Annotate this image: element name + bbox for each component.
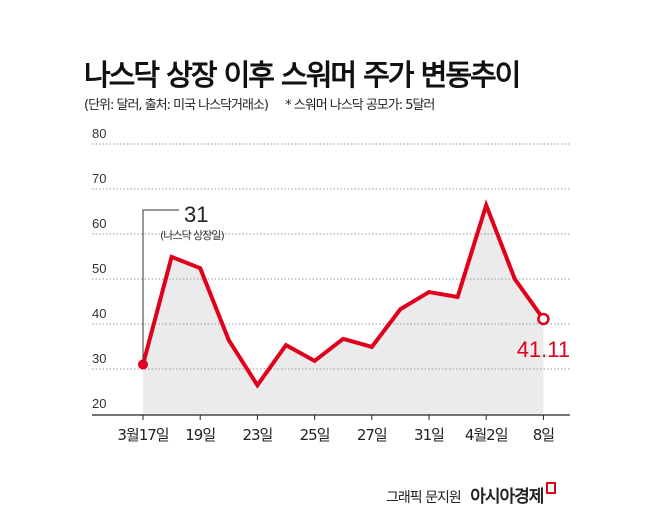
price-line [141,199,546,389]
latest-price-label: 41.11 [517,337,570,362]
y-tick-label: 60 [92,216,106,231]
x-tick-label: 23일 [242,426,272,444]
x-tick-label: 19일 [185,426,215,444]
x-tick-label: 3월17일 [117,426,168,444]
listing-price-label: 31 [184,202,208,227]
x-tick-label: 27일 [357,426,387,444]
ipo-price-note: * 스워머 나스닥 공모가: 5달러 [285,98,435,113]
y-tick-label: 70 [92,171,106,186]
graphic-credit: 그래픽 문지원 [386,490,462,506]
brand-logo-text: 아시아경제 [470,487,544,507]
area-fill [143,205,544,414]
y-tick-label: 30 [92,351,106,366]
end-point [537,312,550,326]
chart-subtitle: (단위: 달러, 출처: 미국 나스닥거래소) * 스워머 나스닥 공모가: 5… [84,94,448,113]
x-tick-label: 8일 [533,426,555,444]
brand-logo-icon [546,482,557,494]
unit-source-note: (단위: 달러, 출처: 미국 나스닥거래소) [84,98,269,113]
x-tick-label: 31일 [414,426,444,444]
start-point [138,359,148,370]
x-tick-label: 4월2일 [465,426,508,444]
footer: 그래픽 문지원 아시아경제 [386,482,557,507]
listing-day-note: (나스닥 상장일) [160,228,225,242]
x-tick-label: 25일 [300,426,330,444]
chart-title: 나스닥 상장 이후 스워머 주가 변동추이 [84,58,521,92]
annotation-leader [142,209,179,361]
y-tick-label: 50 [92,261,106,276]
y-tick-label: 40 [92,306,106,321]
y-tick-label: 20 [92,396,106,411]
y-tick-label: 80 [92,126,106,141]
